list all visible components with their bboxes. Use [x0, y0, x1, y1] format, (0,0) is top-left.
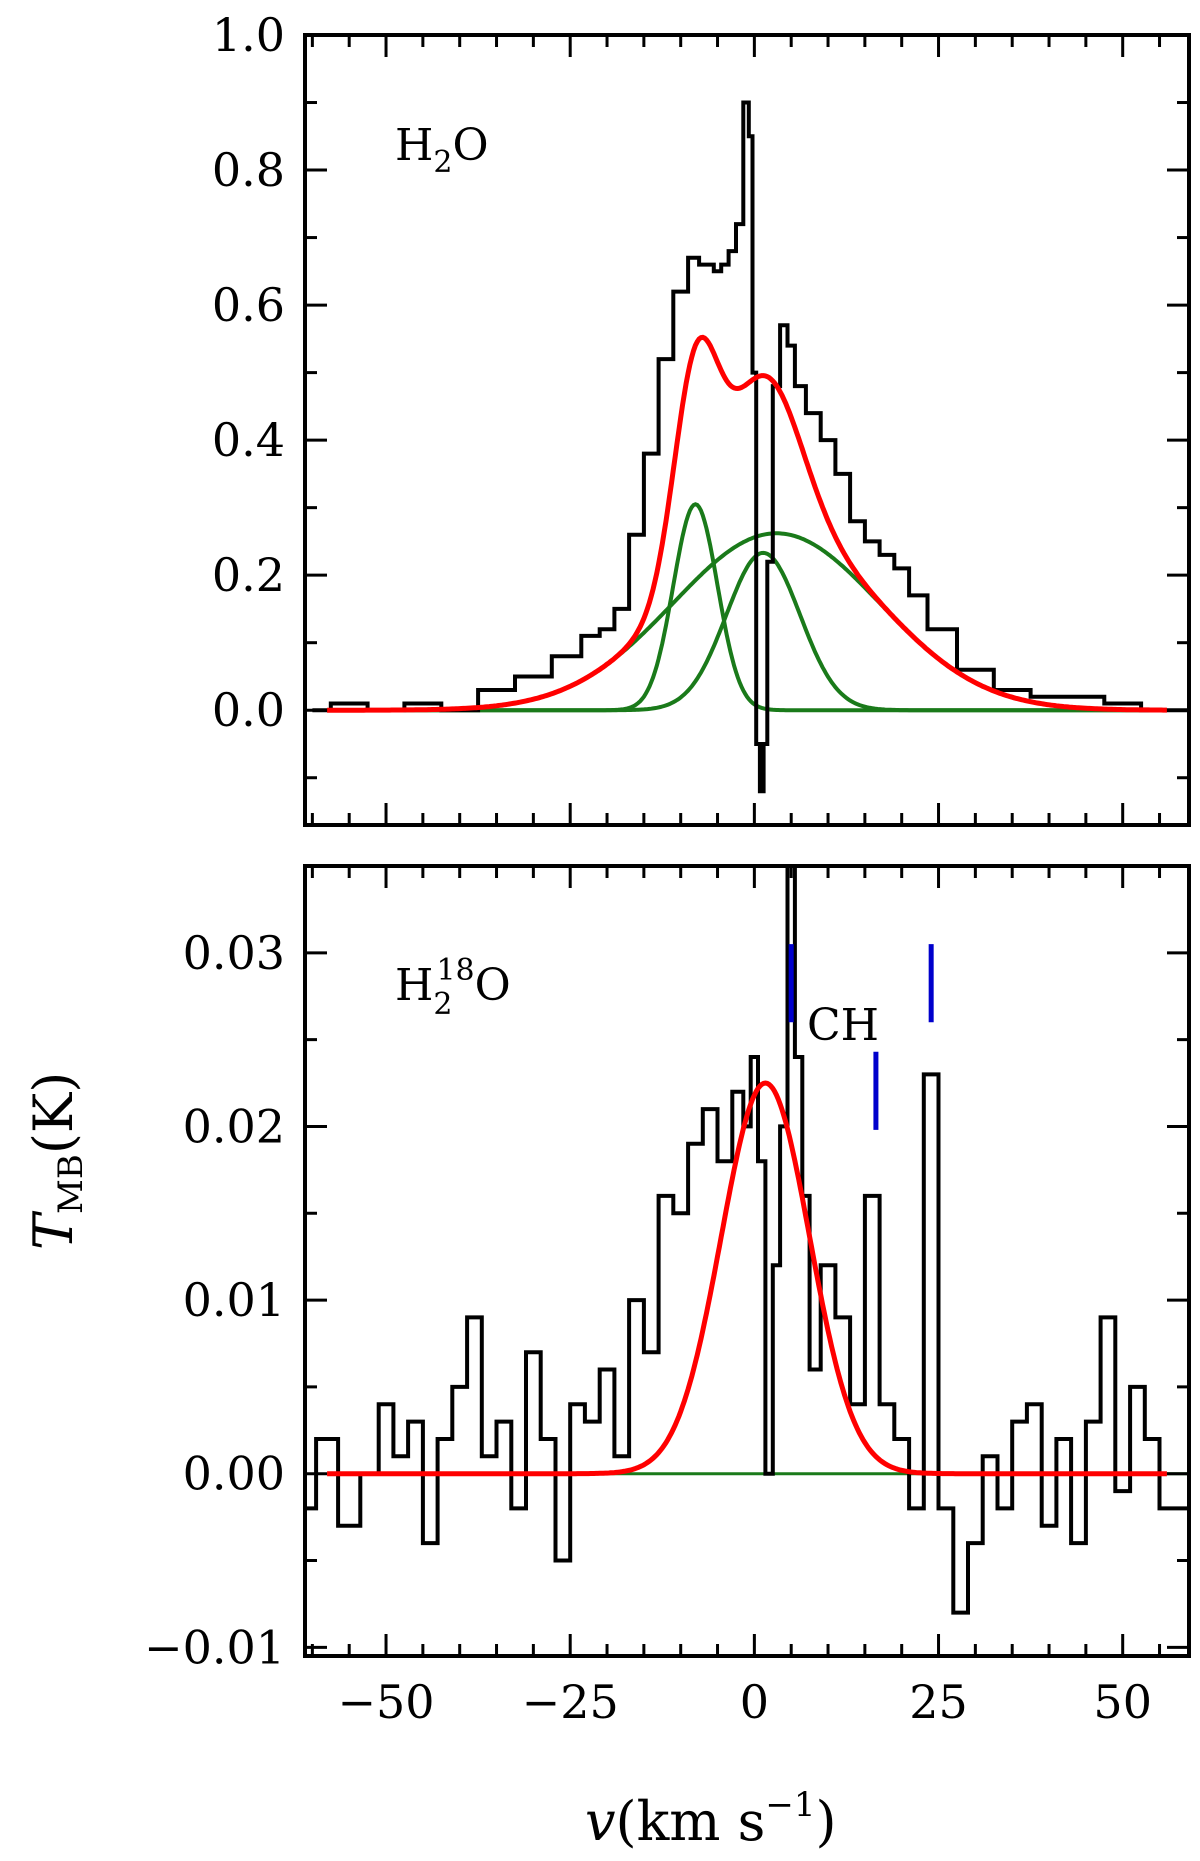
fit-component-1	[327, 502, 1167, 713]
x-tick-label: −25	[522, 1675, 619, 1729]
y-tick-label: 0.8	[212, 143, 285, 197]
y-tick-label: 0.01	[183, 1273, 285, 1327]
x-tick-label: 0	[740, 1675, 769, 1729]
top-panel-species-label: H2O	[395, 120, 489, 180]
observed-spectrum	[312, 100, 1189, 794]
svg-text:TMB(K): TMB(K)	[22, 1072, 91, 1250]
y-tick-label: 0.0	[212, 683, 285, 737]
top-panel-frame	[303, 33, 1191, 827]
y-tick-label: 0.00	[183, 1447, 285, 1501]
ch-annotation-label: CH	[807, 1000, 879, 1051]
y-tick-label: 0.03	[183, 926, 285, 980]
bottom-panel-ticks: −50 −25 0 25 50 −0.01 0.00 0.01 0.02 0.03	[144, 864, 1189, 1729]
x-tick-label: 50	[1093, 1675, 1152, 1729]
total-fit-curve	[327, 334, 1167, 713]
total-fit-curve	[327, 1080, 1167, 1477]
bottom-panel-frame	[303, 864, 1191, 1658]
y-tick-label: 0.02	[183, 1099, 285, 1153]
y-tick-label: 0.6	[212, 278, 285, 332]
fit-component-2	[327, 550, 1167, 713]
y-tick-label: 1.0	[212, 8, 285, 62]
x-axis-title: v(km s−1)	[585, 1785, 837, 1853]
y-axis-title: TMB(K)	[22, 1072, 91, 1250]
x-tick-label: −50	[337, 1675, 434, 1729]
y-tick-label: 0.4	[212, 413, 285, 467]
bottom-panel: −50 −25 0 25 50 −0.01 0.00 0.01 0.02 0.03 H218O C…	[144, 864, 1191, 1729]
top-panel-ticks: 0.0 0.2 0.4 0.6 0.8 1.0	[212, 8, 1189, 825]
top-panel: 0.0 0.2 0.4 0.6 0.8 1.0 H2O	[212, 8, 1191, 827]
y-tick-label: 0.2	[212, 548, 285, 602]
y-tick-label: −0.01	[144, 1620, 285, 1674]
bottom-panel-data	[305, 866, 1189, 1615]
observed-spectrum	[305, 866, 1189, 1615]
x-tick-label: 25	[909, 1675, 968, 1729]
fit-component-3	[327, 531, 1167, 713]
bottom-panel-species-label: H218O	[395, 953, 511, 1022]
top-panel-data	[312, 100, 1189, 794]
